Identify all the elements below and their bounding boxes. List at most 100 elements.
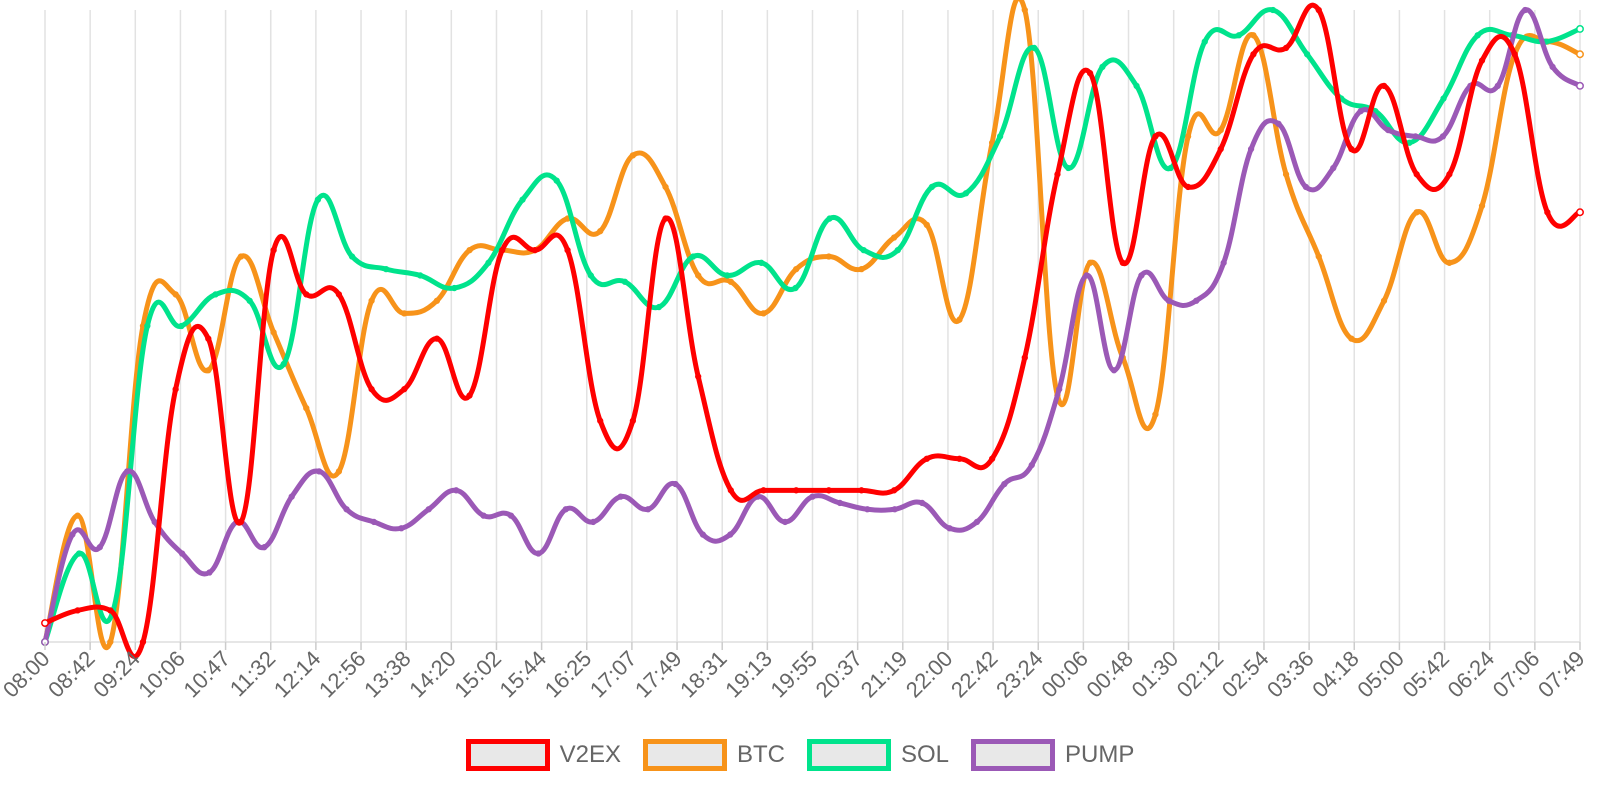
data-point-v2ex[interactable]	[1380, 82, 1388, 89]
data-point-v2ex[interactable]	[1152, 133, 1159, 140]
data-point-btc[interactable]	[433, 297, 441, 304]
data-point-pump[interactable]	[343, 506, 350, 513]
data-point-btc[interactable]	[1217, 126, 1224, 134]
data-point-pump[interactable]	[151, 518, 158, 526]
data-point-sol[interactable]	[417, 272, 424, 279]
data-point-btc[interactable]	[1576, 50, 1584, 59]
data-point-sol[interactable]	[485, 259, 492, 266]
data-point-pump[interactable]	[288, 493, 295, 500]
data-point-pump[interactable]	[864, 506, 871, 513]
data-point-btc[interactable]	[923, 221, 930, 229]
data-point-sol[interactable]	[553, 177, 560, 184]
data-point-v2ex[interactable]	[1184, 183, 1192, 191]
data-point-btc[interactable]	[760, 310, 767, 317]
data-point-pump[interactable]	[315, 468, 323, 475]
data-point-v2ex[interactable]	[368, 386, 375, 393]
data-point-btc[interactable]	[303, 405, 310, 412]
data-point-v2ex[interactable]	[41, 619, 49, 627]
data-point-sol[interactable]	[451, 284, 458, 292]
data-point-pump[interactable]	[96, 544, 103, 551]
data-point-btc[interactable]	[1380, 297, 1388, 304]
data-point-sol[interactable]	[928, 183, 936, 191]
data-point-sol[interactable]	[758, 259, 765, 266]
data-point-v2ex[interactable]	[335, 291, 343, 298]
data-point-sol[interactable]	[962, 190, 970, 197]
data-point-sol[interactable]	[655, 303, 663, 311]
data-point-sol[interactable]	[280, 360, 287, 368]
data-point-sol[interactable]	[75, 550, 83, 557]
data-point-btc[interactable]	[1315, 253, 1322, 260]
legend-item-sol[interactable]: SOL	[807, 739, 949, 771]
data-point-sol[interactable]	[1440, 95, 1447, 102]
data-point-v2ex[interactable]	[499, 247, 506, 254]
data-point-btc[interactable]	[172, 291, 179, 298]
data-point-v2ex[interactable]	[825, 487, 832, 494]
data-point-sol[interactable]	[689, 253, 697, 260]
data-point-v2ex[interactable]	[662, 215, 669, 222]
data-point-btc[interactable]	[890, 234, 898, 241]
data-point-btc[interactable]	[1086, 259, 1094, 266]
data-point-sol[interactable]	[860, 247, 867, 254]
data-point-pump[interactable]	[1083, 272, 1090, 279]
data-point-v2ex[interactable]	[695, 373, 702, 380]
data-point-sol[interactable]	[519, 196, 526, 203]
data-point-v2ex[interactable]	[172, 386, 179, 393]
data-point-v2ex[interactable]	[303, 291, 310, 298]
data-point-btc[interactable]	[368, 297, 375, 304]
data-point-btc[interactable]	[401, 310, 408, 317]
data-point-sol[interactable]	[1133, 82, 1140, 89]
data-point-v2ex[interactable]	[760, 487, 767, 494]
data-point-pump[interactable]	[1576, 81, 1584, 90]
data-point-pump[interactable]	[562, 506, 569, 513]
data-point-pump[interactable]	[1330, 164, 1337, 172]
data-point-pump[interactable]	[891, 506, 898, 513]
data-point-sol[interactable]	[1167, 164, 1174, 172]
data-point-sol[interactable]	[1474, 32, 1481, 39]
data-point-btc[interactable]	[1021, 6, 1028, 14]
data-point-sol[interactable]	[1099, 63, 1106, 71]
data-point-v2ex[interactable]	[1217, 145, 1224, 153]
data-point-pump[interactable]	[1384, 126, 1392, 134]
data-point-pump[interactable]	[507, 512, 515, 519]
data-point-sol[interactable]	[826, 215, 833, 222]
data-point-sol[interactable]	[382, 265, 390, 273]
data-point-btc[interactable]	[1184, 133, 1192, 140]
data-point-btc[interactable]	[1152, 411, 1159, 418]
data-point-btc[interactable]	[597, 228, 604, 235]
data-point-btc[interactable]	[107, 638, 114, 646]
data-point-btc[interactable]	[1446, 259, 1453, 266]
data-point-pump[interactable]	[69, 531, 76, 538]
data-point-sol[interactable]	[792, 284, 799, 292]
data-point-pump[interactable]	[206, 569, 213, 576]
data-point-btc[interactable]	[1348, 335, 1355, 342]
data-point-pump[interactable]	[480, 512, 487, 519]
data-point-sol[interactable]	[587, 272, 594, 279]
data-point-pump[interactable]	[1302, 183, 1310, 191]
data-point-v2ex[interactable]	[107, 607, 114, 614]
data-point-pump[interactable]	[781, 518, 789, 526]
data-point-pump[interactable]	[590, 518, 597, 526]
data-point-v2ex[interactable]	[1413, 171, 1420, 178]
data-point-pump[interactable]	[1110, 367, 1118, 374]
data-point-sol[interactable]	[178, 322, 185, 330]
data-point-v2ex[interactable]	[1021, 354, 1028, 361]
data-point-pump[interactable]	[699, 531, 707, 538]
data-point-pump[interactable]	[836, 499, 844, 507]
data-point-pump[interactable]	[1494, 82, 1501, 89]
data-point-pump[interactable]	[946, 525, 953, 532]
data-point-pump[interactable]	[918, 499, 926, 507]
data-point-pump[interactable]	[1549, 63, 1556, 71]
data-point-pump[interactable]	[1439, 133, 1447, 140]
data-point-v2ex[interactable]	[727, 487, 735, 494]
data-point-pump[interactable]	[178, 550, 186, 557]
data-point-v2ex[interactable]	[1446, 171, 1453, 178]
data-point-v2ex[interactable]	[466, 392, 473, 399]
data-point-btc[interactable]	[1478, 202, 1486, 210]
data-point-sol[interactable]	[348, 253, 356, 260]
data-point-v2ex[interactable]	[923, 455, 930, 462]
data-point-btc[interactable]	[727, 278, 735, 285]
data-point-pump[interactable]	[1138, 272, 1145, 279]
data-point-btc[interactable]	[205, 367, 212, 374]
data-point-v2ex[interactable]	[564, 247, 571, 254]
data-point-pump[interactable]	[1357, 107, 1364, 115]
